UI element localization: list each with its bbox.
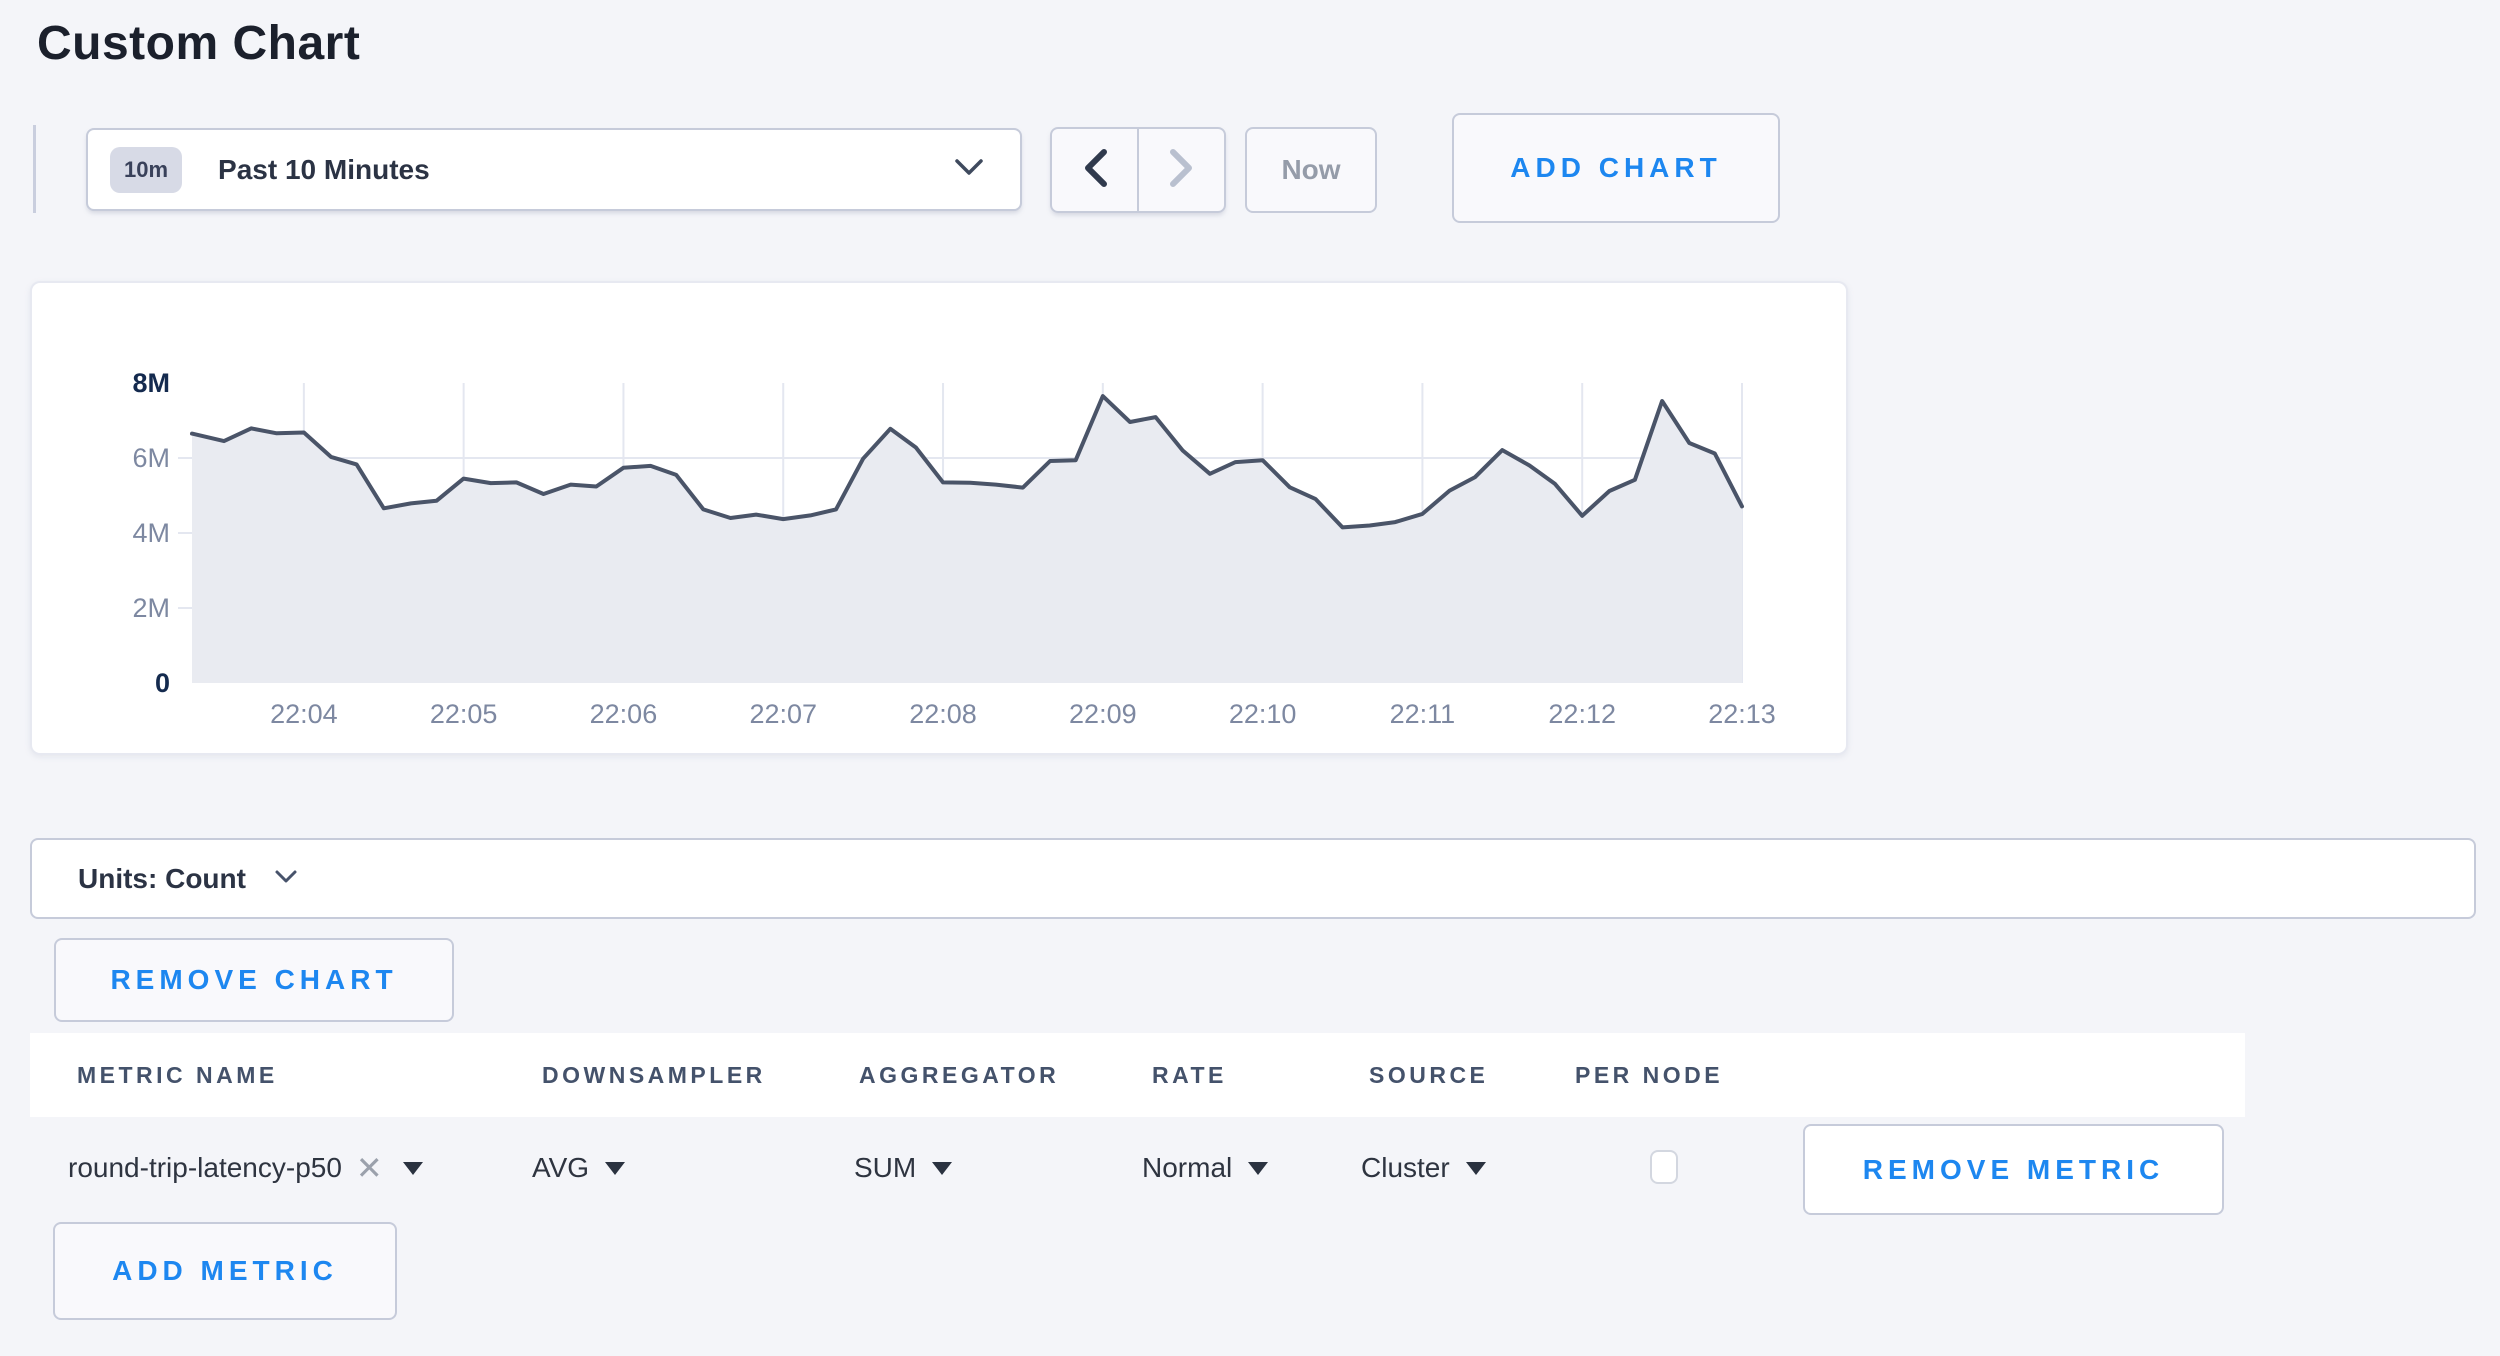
downsampler-value: AVG [532, 1152, 590, 1183]
column-header-rate: RATE [1152, 1062, 1227, 1088]
units-label: Units: Count [78, 862, 246, 894]
source-select[interactable]: Cluster [1361, 1140, 1486, 1196]
x-axis-tick-label: 22:09 [1069, 699, 1137, 729]
time-prev-button[interactable] [1052, 129, 1139, 211]
units-dropdown[interactable]: Units: Count [30, 838, 2476, 919]
timeseries-area-chart: 8M 6M 4M 2M 0 22:04 22:05 22:06 22:07 22:08 22:09 2… [132, 368, 1776, 729]
metric-name-select[interactable]: round-trip-latency-p50 ✕ [68, 1140, 423, 1196]
y-axis-tick-label: 6M [132, 443, 170, 473]
per-node-checkbox[interactable] [1650, 1150, 1678, 1184]
time-range-badge: 10m [110, 146, 183, 193]
x-axis-tick-label: 22:07 [749, 699, 817, 729]
chart-area-fill [192, 396, 1742, 683]
x-axis-tick-label: 22:12 [1548, 699, 1616, 729]
x-axis-tick-label: 22:08 [909, 699, 977, 729]
x-axis-tick-label: 22:06 [590, 699, 658, 729]
chart-series-line [190, 394, 1744, 530]
rate-select[interactable]: Normal [1142, 1140, 1269, 1196]
caret-down-icon [605, 1161, 626, 1175]
page-title: Custom Chart [37, 17, 361, 70]
caret-down-icon [1465, 1161, 1486, 1175]
custom-chart-card: 8M 6M 4M 2M 0 22:04 22:05 22:06 22:07 22:08 22:09 2… [30, 281, 1848, 755]
downsampler-select[interactable]: AVG [532, 1140, 626, 1196]
add-chart-button[interactable]: ADD CHART [1452, 113, 1780, 223]
time-range-accent-divider [33, 125, 36, 213]
chevron-left-icon [1082, 148, 1108, 193]
aggregator-select[interactable]: SUM [854, 1140, 953, 1196]
column-header-metric-name: METRIC NAME [77, 1062, 278, 1088]
column-header-per-node: PER NODE [1575, 1062, 1724, 1088]
column-header-downsampler: DOWNSAMPLER [542, 1062, 766, 1088]
x-axis-tick-label: 22:04 [270, 699, 338, 729]
time-nav-group [1050, 127, 1226, 213]
x-axis-tick-label: 22:05 [430, 699, 498, 729]
rate-value: Normal [1142, 1152, 1233, 1183]
x-axis-tick-label: 22:13 [1708, 699, 1776, 729]
now-button[interactable]: Now [1245, 127, 1377, 213]
chevron-down-icon [954, 158, 984, 181]
y-axis-tick-label: 0 [155, 668, 170, 698]
y-axis-tick-label: 4M [132, 518, 170, 548]
metric-name-value: round-trip-latency-p50 [68, 1152, 342, 1183]
remove-metric-button[interactable]: REMOVE METRIC [1803, 1124, 2224, 1215]
metrics-table-header: METRIC NAME DOWNSAMPLER AGGREGATOR RATE … [30, 1033, 2245, 1117]
x-axis-tick-label: 22:11 [1390, 699, 1456, 729]
caret-down-icon [402, 1161, 423, 1175]
x-icon[interactable]: ✕ [355, 1150, 383, 1186]
time-range-dropdown[interactable]: 10m Past 10 Minutes [86, 128, 1022, 211]
y-axis-tick-label: 2M [132, 593, 170, 623]
source-value: Cluster [1361, 1152, 1450, 1183]
time-range-label: Past 10 Minutes [218, 153, 430, 185]
aggregator-value: SUM [854, 1152, 917, 1183]
column-header-source: SOURCE [1369, 1062, 1489, 1088]
y-axis-tick-label: 8M [132, 368, 170, 398]
column-header-aggregator: AGGREGATOR [859, 1062, 1060, 1088]
x-axis-tick-label: 22:10 [1229, 699, 1297, 729]
time-next-button[interactable] [1139, 129, 1224, 211]
remove-chart-button[interactable]: REMOVE CHART [54, 938, 454, 1022]
caret-down-icon [932, 1161, 953, 1175]
chevron-down-icon [274, 869, 298, 889]
chevron-right-icon [1169, 148, 1195, 193]
add-metric-button[interactable]: ADD METRIC [53, 1222, 397, 1320]
caret-down-icon [1248, 1161, 1269, 1175]
